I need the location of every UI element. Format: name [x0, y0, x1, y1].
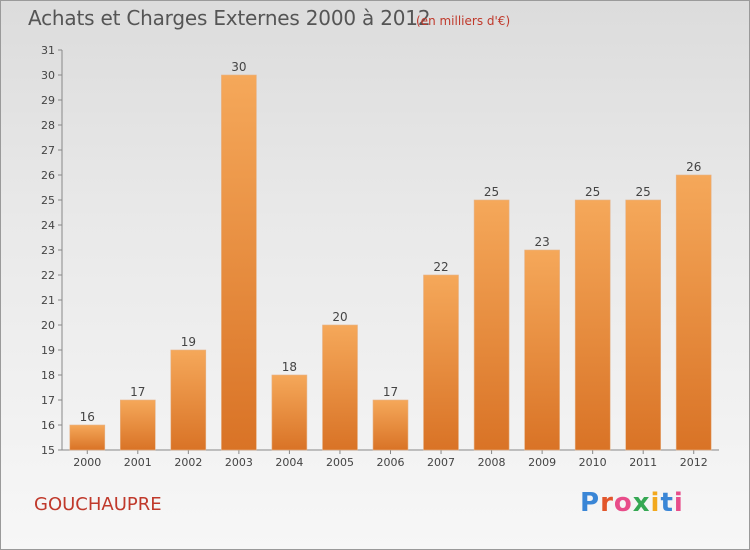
value-label-2007: 22 [433, 260, 448, 274]
value-label-2010: 25 [585, 185, 600, 199]
bar-2004 [271, 374, 308, 451]
x-tick-label-2007: 2007 [427, 456, 455, 469]
bar-2008 [473, 199, 510, 451]
y-tick-label: 15 [41, 444, 55, 457]
bar-2010 [574, 199, 611, 451]
bar-2001 [120, 399, 156, 451]
logo-letter: x [632, 488, 651, 518]
y-tick-label: 24 [41, 219, 55, 232]
y-tick-label: 30 [41, 69, 55, 82]
bar-2007 [423, 274, 459, 451]
value-label-2005: 20 [332, 310, 347, 324]
value-label-2001: 17 [130, 385, 145, 399]
x-tick-label-2009: 2009 [528, 456, 556, 469]
chart-bars [69, 74, 712, 451]
bar-2000 [69, 424, 106, 451]
logo-letter: i [650, 488, 661, 518]
x-tick-label-2002: 2002 [174, 456, 202, 469]
chart-labels: 2000 16 2001 17 2002 19 2003 30 2004 18 2005 20 2006… [73, 60, 707, 469]
chart-title: Achats et Charges Externes 2000 à 2012 [28, 6, 431, 30]
commune-name: GOUCHAUPRE [34, 494, 162, 515]
value-label-2004: 18 [282, 360, 297, 374]
logo-letter: t [660, 488, 674, 518]
y-tick-label: 29 [41, 94, 55, 107]
x-tick-label-2006: 2006 [377, 456, 405, 469]
chart-unit-note: (en milliers d'€) [416, 14, 511, 28]
y-tick-label: 16 [41, 419, 55, 432]
y-tick-label: 18 [41, 369, 55, 382]
value-label-2011: 25 [636, 185, 651, 199]
bar-2003 [221, 74, 257, 451]
proxiti-logo[interactable]: Proxiti [580, 488, 684, 518]
value-label-2000: 16 [80, 410, 95, 424]
y-tick-label: 21 [41, 294, 55, 307]
value-label-2009: 23 [534, 235, 549, 249]
value-label-2003: 30 [231, 60, 246, 74]
x-tick-label-2003: 2003 [225, 456, 253, 469]
y-tick-label: 25 [41, 194, 55, 207]
y-tick-label: 31 [41, 44, 55, 57]
logo-letter: P [580, 488, 601, 518]
value-label-2012: 26 [686, 160, 701, 174]
logo-letter: r [600, 488, 614, 518]
y-tick-label: 19 [41, 344, 55, 357]
y-tick-label: 26 [41, 169, 55, 182]
y-tick-label: 27 [41, 144, 55, 157]
x-tick-label-2008: 2008 [478, 456, 506, 469]
y-tick-label: 17 [41, 394, 55, 407]
y-tick-label: 28 [41, 119, 55, 132]
x-tick-label-2011: 2011 [629, 456, 657, 469]
bar-2011 [625, 199, 662, 451]
bar-2006 [372, 399, 409, 451]
logo-letter: o [613, 488, 633, 518]
y-tick-label: 22 [41, 269, 55, 282]
value-label-2002: 19 [181, 335, 196, 349]
x-tick-label-2005: 2005 [326, 456, 354, 469]
bar-2002 [170, 349, 207, 451]
y-tick-label: 23 [41, 244, 55, 257]
value-label-2006: 17 [383, 385, 398, 399]
x-tick-label-2012: 2012 [680, 456, 708, 469]
bar-2012 [675, 174, 712, 451]
bar-2009 [524, 249, 560, 451]
value-label-2008: 25 [484, 185, 499, 199]
x-tick-label-2004: 2004 [275, 456, 303, 469]
y-tick-label: 20 [41, 319, 55, 332]
x-tick-label-2010: 2010 [579, 456, 607, 469]
x-tick-label-2000: 2000 [73, 456, 101, 469]
bar-2005 [322, 324, 358, 451]
logo-letter: i [673, 488, 684, 518]
x-tick-label-2001: 2001 [124, 456, 152, 469]
